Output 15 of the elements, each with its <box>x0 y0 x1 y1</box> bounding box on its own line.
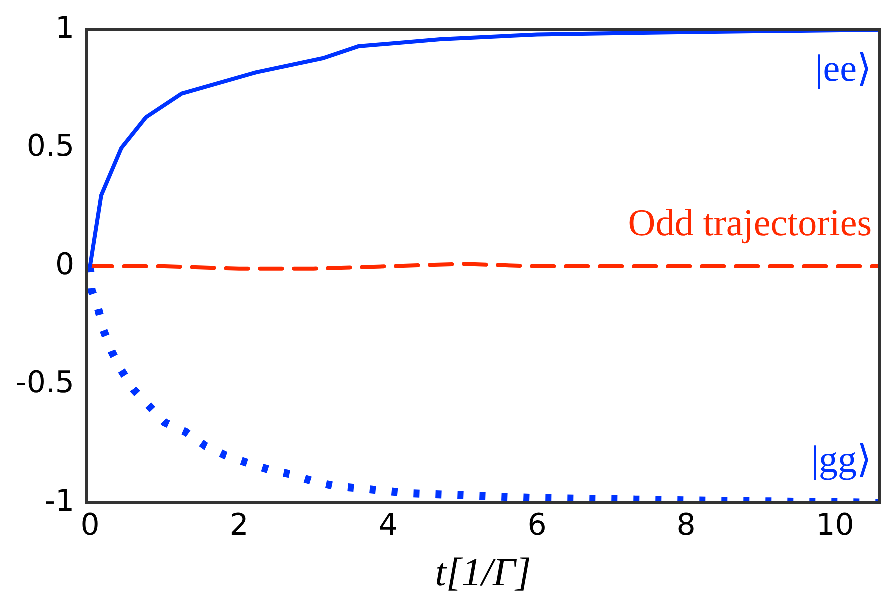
y-tick-label: -1 <box>44 484 75 519</box>
y-tick-label: 0.5 <box>26 129 75 164</box>
series-label: |gg⟩ <box>811 438 872 481</box>
y-tick-label: -0.5 <box>16 366 75 401</box>
x-tick-label: 4 <box>378 508 398 543</box>
series-label: Odd trajectories <box>628 202 872 244</box>
y-tick-label: 1 <box>55 10 75 46</box>
x-tick-label: 2 <box>230 508 249 543</box>
series-label: |ee⟩ <box>816 48 872 90</box>
x-tick-label: 0 <box>80 508 100 543</box>
x-tick-label: 10 <box>816 508 854 543</box>
y-tick-label: 0 <box>55 247 75 282</box>
x-tick-label: 6 <box>528 508 547 543</box>
x-tick-label: 8 <box>676 508 696 543</box>
x-axis-title: t[1/Γ] <box>435 550 532 595</box>
